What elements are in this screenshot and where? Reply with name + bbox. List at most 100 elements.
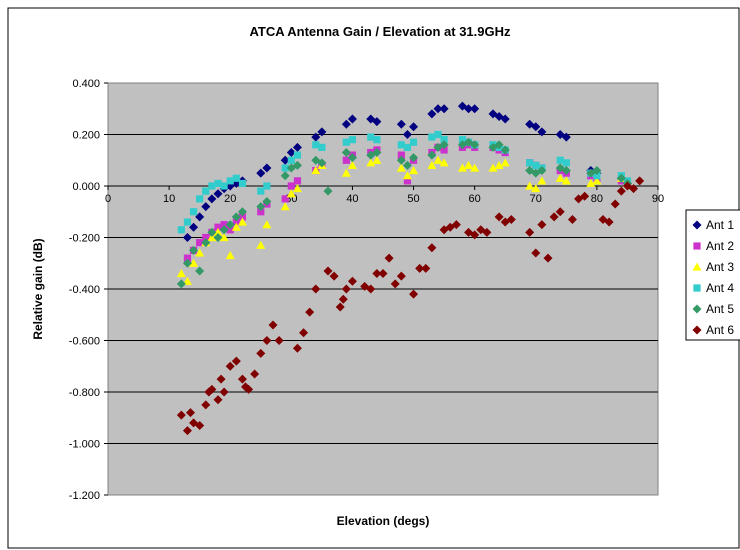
data-point [195, 248, 205, 257]
data-point [464, 160, 474, 169]
data-point [378, 269, 388, 279]
data-point [372, 117, 382, 127]
data-point [494, 160, 504, 169]
data-point [347, 153, 357, 163]
x-tick-label: 80 [591, 193, 603, 205]
data-point [189, 258, 199, 267]
data-point [457, 163, 467, 172]
legend-marker [693, 284, 701, 292]
data-point [532, 161, 540, 169]
data-point [237, 207, 247, 217]
data-point [262, 163, 272, 173]
data-point [428, 133, 436, 141]
data-point [237, 374, 247, 384]
data-point [341, 284, 351, 294]
data-point [439, 104, 449, 114]
x-axis-ticks: 0 10 20 30 40 50 60 70 80 90 [105, 186, 664, 205]
data-point [451, 220, 461, 230]
data-point [317, 158, 327, 168]
data-point [403, 143, 412, 151]
data-point [427, 109, 437, 119]
data-point [201, 400, 211, 410]
data-point [219, 387, 229, 397]
data-point [189, 245, 199, 255]
data-point [196, 239, 204, 247]
data-point [537, 166, 547, 176]
data-point [293, 151, 302, 159]
data-point [182, 233, 192, 242]
data-point [182, 426, 192, 436]
data-point [219, 233, 229, 242]
data-point [177, 226, 185, 234]
data-point [231, 356, 241, 366]
legend-box [685, 209, 740, 341]
data-point [427, 150, 437, 160]
data-point [470, 104, 480, 114]
data-point [556, 156, 564, 164]
data-point [293, 177, 302, 185]
legend-label: Ant 6 [706, 323, 734, 337]
series-3 [176, 155, 632, 285]
data-point [262, 220, 272, 229]
data-point [244, 384, 254, 394]
data-point [176, 279, 186, 289]
data-point [201, 202, 211, 212]
data-point [323, 186, 333, 196]
data-point [341, 119, 351, 129]
data-point [586, 178, 596, 188]
y-tick-label: -1.000 [69, 439, 100, 451]
data-point [274, 336, 284, 345]
data-point [440, 146, 448, 154]
data-point [396, 119, 406, 129]
data-point [256, 240, 266, 249]
data-point [231, 212, 241, 222]
data-point [280, 202, 290, 211]
data-point [257, 208, 265, 216]
legend-label: Ant 2 [706, 239, 734, 253]
data-point [342, 138, 350, 146]
data-point [238, 179, 247, 188]
data-point [537, 176, 547, 185]
x-tick-label: 70 [530, 193, 542, 205]
data-point [397, 151, 405, 159]
data-point [256, 202, 266, 212]
y-axis-title: Relative gain (dB) [31, 238, 45, 339]
legend-marker [692, 304, 702, 314]
data-point [196, 195, 204, 203]
data-point [207, 233, 217, 242]
data-point [543, 253, 553, 263]
data-point [256, 168, 266, 178]
data-point [250, 369, 260, 379]
series-layer [176, 101, 645, 436]
data-point [262, 196, 272, 206]
legend-entry: Ant 5 [692, 302, 734, 316]
data-point [201, 238, 211, 248]
legend-entry: Ant 1 [692, 218, 734, 232]
data-point [373, 136, 381, 144]
data-point [409, 122, 419, 132]
data-point [616, 173, 626, 183]
data-point [220, 182, 228, 190]
data-point [396, 271, 406, 281]
x-tick-label: 0 [105, 193, 111, 205]
data-point [531, 122, 541, 132]
legend-label: Ant 5 [706, 302, 734, 316]
data-point [347, 114, 357, 124]
data-point [335, 302, 345, 312]
data-point [338, 294, 348, 304]
data-point [421, 263, 431, 273]
series-4 [177, 130, 632, 234]
data-point [317, 127, 327, 137]
data-point [341, 148, 351, 158]
data-point [562, 159, 570, 167]
data-point [396, 155, 406, 165]
data-point [232, 218, 240, 226]
data-point [366, 284, 376, 294]
data-point [549, 212, 559, 222]
data-point [409, 166, 419, 175]
data-point [396, 163, 406, 172]
y-tick-label: -1.200 [69, 490, 100, 502]
data-point [286, 148, 296, 158]
data-point [219, 225, 229, 235]
data-point [403, 177, 412, 185]
